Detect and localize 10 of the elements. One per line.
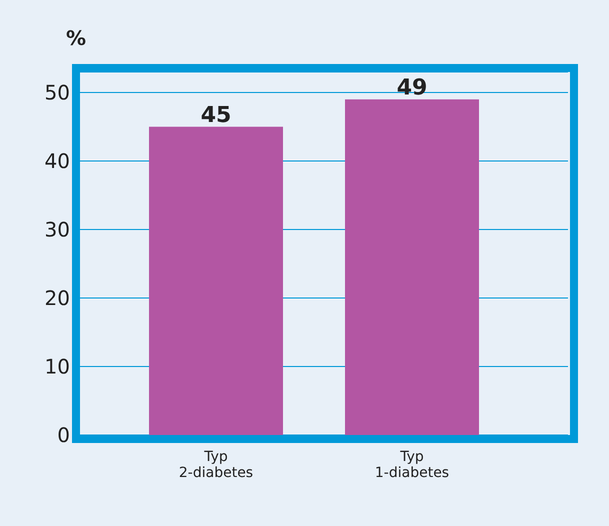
y-tick-label: 20 bbox=[44, 286, 70, 310]
y-tick-label: 10 bbox=[44, 354, 70, 379]
data-label: 45 bbox=[200, 102, 232, 128]
y-axis-title: % bbox=[66, 26, 86, 50]
y-tick-label: 40 bbox=[44, 149, 70, 174]
y-tick-label: 0 bbox=[57, 423, 70, 448]
y-tick-label: 30 bbox=[44, 218, 70, 242]
x-tick-label: Typ 2-diabetes bbox=[178, 449, 254, 481]
y-tick-label: 50 bbox=[44, 80, 70, 105]
x-tick-label: Typ 1-diabetes bbox=[374, 449, 450, 481]
